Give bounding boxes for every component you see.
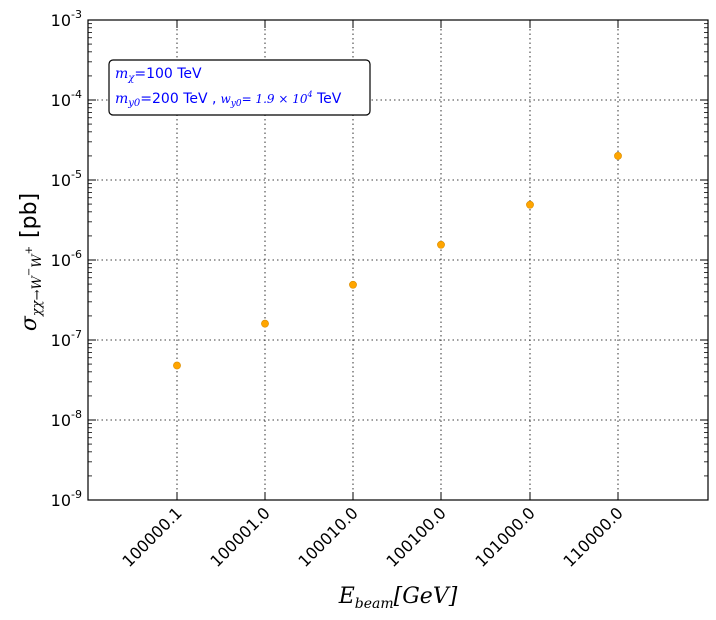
data-series [173, 152, 622, 370]
y-tick-label: 10-3 [51, 8, 82, 30]
y-tick-label: 10-9 [51, 488, 82, 510]
x-axis-label: Ebeam[GeV] [338, 584, 458, 612]
y-tick-label: 10-4 [51, 88, 82, 110]
y-axis-label: σχχ→W−W+[pb] [17, 193, 45, 331]
y-tick-label: 10-5 [51, 168, 82, 190]
grid [88, 20, 708, 500]
y-tick-label: 10-8 [51, 408, 82, 430]
data-point [173, 361, 181, 370]
data-point [614, 152, 622, 160]
y-tick-label: 10-7 [51, 328, 82, 350]
data-point [261, 319, 269, 328]
data-point [437, 240, 445, 249]
legend-box [108, 59, 371, 116]
data-point [349, 280, 357, 289]
legend-line-1: mχ=100 TeV [115, 66, 202, 84]
y-axis: 10-9 10-8 10-7 10-6 10-5 10-4 10-3 [51, 8, 708, 510]
legend-line-2: my0=200 TeV , wy0= 1.9 × 104 TeV [115, 90, 342, 109]
legend: mχ=100 TeV my0=200 TeV , wy0= 1.9 × 104 T… [108, 59, 371, 116]
data-point [526, 200, 534, 209]
y-tick-label: 10-6 [51, 248, 82, 270]
